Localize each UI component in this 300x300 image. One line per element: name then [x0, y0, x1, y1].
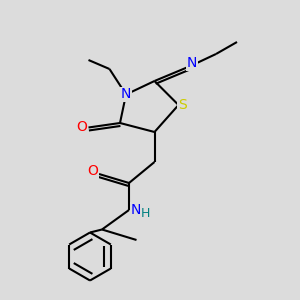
Text: N: N: [121, 88, 131, 101]
Text: H: H: [141, 207, 150, 220]
Text: O: O: [87, 164, 98, 178]
Text: S: S: [178, 98, 187, 112]
Text: N: N: [130, 203, 141, 217]
Text: N: N: [187, 56, 197, 70]
Text: O: O: [76, 120, 87, 134]
